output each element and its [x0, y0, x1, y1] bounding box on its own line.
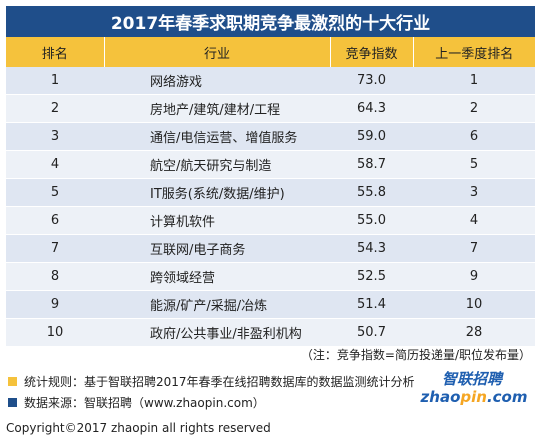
table-row: 1 网络游戏 73.0 1	[6, 67, 535, 95]
score-cell: 58.7	[330, 150, 413, 179]
rank-cell: 6	[6, 206, 104, 235]
score-cell: 54.3	[330, 234, 413, 263]
footnote: （注：竞争指数=简历投递量/职位发布量）	[300, 348, 531, 362]
prev-rank-cell: 3	[413, 178, 535, 207]
rank-cell: 4	[6, 150, 104, 179]
table-row: 8 跨领域经营 52.5 9	[6, 262, 535, 291]
industry-cell: 能源/矿产/采掘/冶炼	[104, 290, 330, 319]
prev-rank-cell: 9	[413, 262, 535, 291]
prev-rank-cell: 4	[413, 206, 535, 235]
industry-cell: 计算机软件	[104, 206, 330, 235]
score-cell: 50.7	[330, 318, 413, 347]
prev-rank-cell: 5	[413, 150, 535, 179]
prev-rank-cell: 28	[413, 318, 535, 347]
table-title: 2017年春季求职期竞争最激烈的十大行业	[6, 6, 535, 37]
yellow-square-icon	[8, 377, 17, 386]
legend-item-source: 数据来源：智联招聘（www.zhaopin.com）	[8, 394, 265, 411]
table-row: 2 房地产/建筑/建材/工程 64.3 2	[6, 94, 535, 123]
prev-rank-cell: 6	[413, 122, 535, 151]
score-cell: 55.8	[330, 178, 413, 207]
industry-cell: 政府/公共事业/非盈利机构	[104, 318, 330, 347]
legend-text-source: 数据来源：智联招聘（www.zhaopin.com）	[24, 396, 265, 410]
rank-cell: 7	[6, 234, 104, 263]
rank-cell: 3	[6, 122, 104, 151]
score-cell: 73.0	[330, 67, 413, 95]
logo-en-c: .com	[487, 388, 528, 406]
industry-cell: 房地产/建筑/建材/工程	[104, 94, 330, 123]
table-row: 7 互联网/电子商务 54.3 7	[6, 234, 535, 263]
table-row: 5 IT服务(系统/数据/维护) 55.8 3	[6, 178, 535, 207]
score-cell: 59.0	[330, 122, 413, 151]
logo-en-text: zhaopin.com	[420, 388, 528, 406]
score-cell: 64.3	[330, 94, 413, 123]
logo-en-b: pin	[459, 388, 487, 406]
table-row: 4 航空/航天研究与制造 58.7 5	[6, 150, 535, 179]
rank-cell: 9	[6, 290, 104, 319]
score-cell: 52.5	[330, 262, 413, 291]
score-cell: 55.0	[330, 206, 413, 235]
table-row: 3 通信/电信运营、增值服务 59.0 6	[6, 122, 535, 151]
prev-rank-cell: 10	[413, 290, 535, 319]
zhaopin-logo: 智联招聘 zhaopin.com	[420, 370, 528, 406]
column-header-industry: 行业	[104, 37, 331, 67]
rank-cell: 5	[6, 178, 104, 207]
prev-rank-cell: 2	[413, 94, 535, 123]
table-header-row: 排名 行业 竞争指数 上一季度排名	[6, 37, 535, 67]
blue-square-icon	[8, 398, 17, 407]
column-header-prev-rank: 上一季度排名	[413, 37, 535, 67]
industry-cell: 网络游戏	[104, 67, 330, 95]
rank-cell: 2	[6, 94, 104, 123]
table-row: 6 计算机软件 55.0 4	[6, 206, 535, 235]
legend-item-rule: 统计规则：基于智联招聘2017年春季在线招聘数据库的数据监测统计分析	[8, 373, 415, 390]
table-row: 9 能源/矿产/采掘/冶炼 51.4 10	[6, 290, 535, 319]
prev-rank-cell: 1	[413, 67, 535, 95]
rank-cell: 8	[6, 262, 104, 291]
industry-cell: 航空/航天研究与制造	[104, 150, 330, 179]
industry-cell: 通信/电信运营、增值服务	[104, 122, 330, 151]
score-cell: 51.4	[330, 290, 413, 319]
prev-rank-cell: 7	[413, 234, 535, 263]
logo-en-a: zhao	[420, 388, 461, 406]
ranking-table: 排名 行业 竞争指数 上一季度排名 1 网络游戏 73.0 1 2 房地产/建筑…	[6, 37, 535, 347]
table-row: 10 政府/公共事业/非盈利机构 50.7 28	[6, 318, 535, 347]
column-header-score: 竞争指数	[330, 37, 414, 67]
industry-cell: 互联网/电子商务	[104, 234, 330, 263]
rank-cell: 1	[6, 67, 104, 95]
rank-cell: 10	[6, 318, 104, 347]
legend-text-rule: 统计规则：基于智联招聘2017年春季在线招聘数据库的数据监测统计分析	[24, 375, 415, 389]
industry-cell: IT服务(系统/数据/维护)	[104, 178, 330, 207]
industry-cell: 跨领域经营	[104, 262, 330, 291]
logo-cn-text: 智联招聘	[442, 370, 504, 388]
column-header-rank: 排名	[6, 37, 105, 67]
copyright-text: Copyright©2017 zhaopin all rights reserv…	[6, 421, 271, 435]
